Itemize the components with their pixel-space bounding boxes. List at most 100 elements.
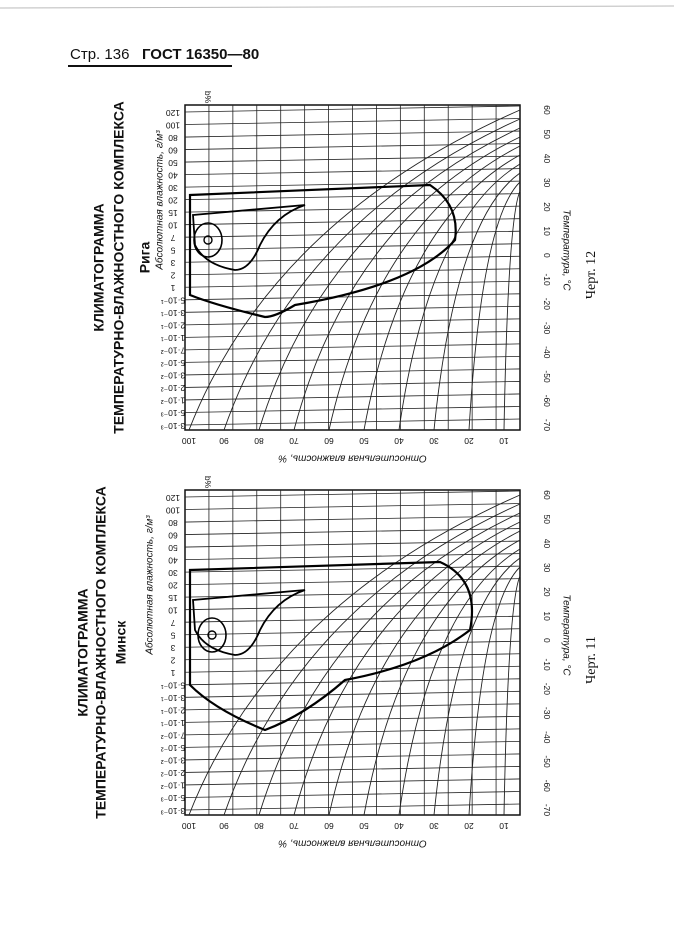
abs-tick-label: 3·10⁻¹ — [161, 693, 185, 703]
rh-curve — [293, 521, 521, 816]
abs-tick-label: 30 — [168, 568, 178, 578]
rh-curve — [433, 172, 521, 431]
abs-tick-label: 7 — [170, 233, 175, 243]
temp-tick-label: 60 — [542, 490, 552, 500]
temp-axis-label: Температура, °C — [560, 209, 571, 291]
abs-tick-label: 5·10⁻³ — [161, 793, 185, 803]
rh-curve — [398, 163, 521, 431]
abs-tick-label: 60 — [168, 530, 178, 540]
rh-curve — [293, 136, 521, 431]
abs-tick-label: 3·10⁻² — [161, 756, 185, 766]
abs-tick-label: 5 — [170, 630, 175, 640]
rh-curve — [363, 154, 521, 431]
temp-tick-label: 10 — [542, 226, 552, 236]
abs-tick-label: 100 — [166, 505, 180, 515]
scan-edge — [0, 5, 674, 9]
temp-tick-label: -40 — [542, 731, 552, 744]
rel-tick-label: 80 — [254, 821, 264, 831]
caption: Черт. 12 — [584, 251, 599, 299]
abs-tick-label: 2·10⁻² — [161, 768, 185, 778]
temp-tick-label: 0 — [542, 253, 552, 258]
rh-curve — [398, 548, 521, 816]
abs-tick-label: 1 — [170, 668, 175, 678]
rh-curve — [468, 566, 521, 816]
envelope-inner — [192, 204, 306, 271]
rel-tick-label: 100 — [182, 436, 196, 446]
standard: ГОСТ 16350—80 — [142, 46, 259, 63]
rel-axis-label: Относительная влажность, % — [278, 837, 427, 848]
chart-title: КЛИМАТОГРАММА — [91, 203, 107, 331]
abs-tick-label: 80 — [168, 133, 178, 143]
abs-tick-label: 15 — [168, 593, 178, 603]
abs-tick-label: 50 — [168, 158, 178, 168]
rel-tick-label: 10 — [499, 821, 509, 831]
rh-curve — [328, 145, 521, 431]
temp-tick-label: 30 — [542, 178, 552, 188]
rel-tick-label: 10 — [499, 436, 509, 446]
temp-tick-label: -60 — [542, 395, 552, 408]
abs-tick-label: 40 — [168, 555, 178, 565]
chart-subtitle: ТЕМПЕРАТУРНО-ВЛАЖНОСТНОГО КОМПЛЕКСА — [93, 486, 109, 818]
rh-curve — [468, 181, 521, 431]
abs-tick-label: 100 — [166, 120, 180, 130]
abs-tick-label: 5·10⁻¹ — [161, 296, 185, 306]
abs-tick-label: 10 — [168, 220, 178, 230]
abs-axis-label: Абсолютная влажность, г/м³ — [144, 515, 156, 656]
rel-tick-label: 20 — [464, 821, 474, 831]
abs-tick-label: 5·10⁻¹ — [161, 681, 185, 691]
abs-tick-label: 2 — [170, 656, 175, 666]
abs-tick-label: 30 — [168, 183, 178, 193]
temp-tick-label: -70 — [542, 419, 552, 432]
temp-tick-label: 50 — [542, 514, 552, 524]
rel-tick-label: 20 — [464, 436, 474, 446]
temp-axis-label: Температура, °C — [560, 594, 571, 676]
abs-axis-label: Абсолютная влажность, г/м³ — [154, 130, 166, 271]
abs-tick-label: 2·10⁻¹ — [161, 706, 185, 716]
abs-tick-label: 7·10⁻² — [161, 346, 185, 356]
temp-tick-label: -60 — [542, 780, 552, 793]
abs-tick-label: 40 — [168, 170, 178, 180]
rel-tick-label: 30 — [429, 436, 439, 446]
chart-title: КЛИМАТОГРАММА — [75, 588, 91, 716]
abs-tick-label: 20 — [168, 195, 178, 205]
abs-tick-label: 1·10⁻² — [161, 781, 185, 791]
temp-tick-label: -40 — [542, 346, 552, 359]
chart-subtitle: ТЕМПЕРАТУРНО-ВЛАЖНОСТНОГО КОМПЛЕКСА — [111, 101, 127, 433]
rel-tick-label: 30 — [429, 821, 439, 831]
abs-tick-label: 3·10⁻¹ — [161, 308, 185, 318]
temp-tick-label: 50 — [542, 129, 552, 139]
abs-tick-label: 10 — [168, 605, 178, 615]
rel-tick-label: 70 — [289, 821, 299, 831]
temp-tick-label: 40 — [542, 154, 552, 164]
rel-tick-label: 50 — [359, 436, 369, 446]
abs-tick-label: 5 — [170, 245, 175, 255]
rh-curve — [503, 190, 521, 431]
abs-tick-label: 5·10⁻² — [161, 358, 185, 368]
rh-curve — [258, 512, 521, 816]
rel-axis-label: Относительная влажность, % — [278, 452, 427, 463]
abs-tick-label: 5·10⁻³ — [161, 408, 185, 418]
abs-tick-label: 20 — [168, 580, 178, 590]
rel-tick-label: 90 — [219, 821, 229, 831]
temp-tick-label: -30 — [542, 322, 552, 335]
temp-tick-label: 40 — [542, 539, 552, 549]
envelope-outer — [188, 560, 474, 732]
rel-tick-label: 70 — [289, 436, 299, 446]
envelope-inner — [192, 589, 306, 656]
temp-tick-label: -50 — [542, 755, 552, 768]
rel-tick-label: 60 — [324, 436, 334, 446]
abs-tick-label: 2·10⁻¹ — [161, 321, 185, 331]
temp-tick-label: -20 — [542, 298, 552, 311]
rh-curve — [223, 503, 521, 816]
abs-tick-label: 3·10⁻³ — [161, 806, 185, 816]
rh-curve — [258, 127, 521, 431]
temp-tick-label: -30 — [542, 707, 552, 720]
abs-tick-label: 1·10⁻¹ — [161, 333, 185, 343]
abs-tick-label: 120 — [166, 108, 180, 118]
envelope-outer — [188, 183, 457, 319]
envelope-center — [207, 630, 217, 640]
temp-tick-label: -10 — [542, 273, 552, 286]
abs-tick-label: 1·10⁻¹ — [161, 718, 185, 728]
rel-tick-label: 60 — [324, 821, 334, 831]
abs-tick-label: 3 — [170, 258, 175, 268]
